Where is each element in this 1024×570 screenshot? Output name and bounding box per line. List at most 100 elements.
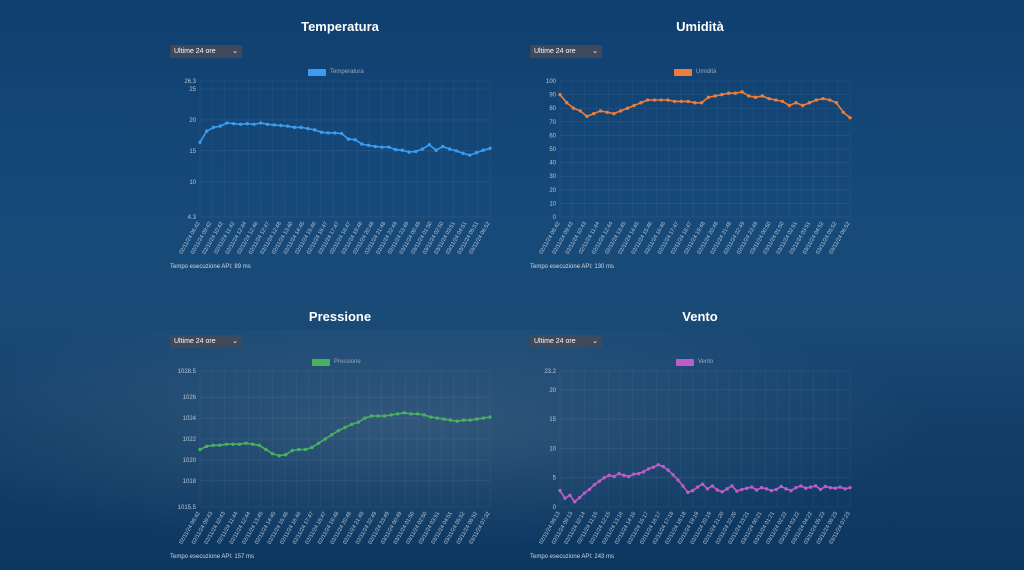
chevron-down-icon: ⌄ (232, 338, 238, 345)
data-point (198, 447, 202, 452)
data-point (747, 94, 751, 98)
data-point (774, 98, 778, 102)
y-tick-label: 25 (189, 87, 196, 93)
data-point (257, 443, 262, 447)
data-point (759, 485, 764, 490)
y-tick-label: 20 (549, 188, 556, 194)
data-point (353, 138, 357, 142)
time-range-select[interactable]: Ultime 24 ore ⌄ (530, 45, 602, 58)
data-point (285, 124, 290, 128)
data-point (270, 451, 275, 456)
data-point (205, 129, 209, 133)
data-point (706, 95, 711, 100)
data-point (735, 489, 739, 493)
data-point (740, 90, 744, 94)
data-point (843, 487, 847, 491)
data-point (360, 142, 364, 146)
humidity-panel: Umidità Ultime 24 ore ⌄ Umidità 0 10 20 30 40… (530, 19, 870, 279)
data-point (441, 144, 445, 149)
data-point (448, 418, 453, 422)
data-point (804, 486, 808, 490)
data-point (343, 425, 347, 430)
data-point (428, 415, 433, 419)
data-point (349, 422, 354, 427)
data-point (277, 454, 281, 458)
legend[interactable]: Temperatura (170, 69, 510, 77)
data-point (231, 442, 235, 446)
data-point (238, 122, 243, 126)
data-point (323, 437, 327, 441)
data-point (622, 473, 626, 478)
legend[interactable]: Umidità (530, 69, 870, 77)
data-point (316, 441, 321, 445)
data-point (834, 101, 839, 105)
data-point (558, 92, 562, 97)
data-point (279, 123, 283, 128)
data-point (468, 418, 472, 422)
data-point (681, 484, 685, 488)
data-point (587, 487, 592, 492)
time-range-select[interactable]: Ultime 24 ore ⌄ (170, 45, 242, 58)
data-point (244, 441, 248, 445)
data-point (693, 101, 697, 105)
time-range-select[interactable]: Ultime 24 ore ⌄ (170, 335, 242, 348)
legend[interactable]: Vento (530, 359, 870, 367)
data-point (475, 417, 479, 421)
data-point (607, 473, 611, 478)
time-range-select[interactable]: Ultime 24 ore ⌄ (530, 335, 602, 348)
data-point (571, 106, 576, 110)
select-value: Ultime 24 ore (174, 338, 216, 345)
data-point (488, 146, 492, 151)
data-point (272, 123, 276, 127)
y-tick-label: 20 (549, 388, 556, 394)
data-point (700, 482, 705, 486)
y-tick-label: 1022 (183, 437, 197, 443)
pressure-panel: Pressione Ultime 24 ore ⌄ Pressione 1015.… (170, 309, 510, 569)
data-point (461, 418, 466, 422)
data-point (224, 442, 229, 446)
data-point (695, 485, 700, 489)
data-point (828, 485, 833, 490)
data-point (602, 475, 606, 480)
data-point (645, 98, 650, 102)
chart-title: Vento (682, 309, 718, 324)
api-time: Tempo esecuzione API: 243 ms (530, 554, 615, 560)
legend[interactable]: Pressione (170, 359, 510, 367)
data-point (407, 150, 411, 154)
api-time: Tempo esecuzione API: 89 ms (170, 264, 251, 270)
chart-title: Temperatura (301, 19, 379, 34)
temperature-panel: Temperatura Ultime 24 ore ⌄ Temperatura 4… (170, 19, 510, 279)
y-tick-label: 5 (553, 476, 557, 482)
data-point (297, 447, 301, 452)
data-point (801, 103, 805, 108)
data-point (283, 452, 288, 457)
chevron-down-icon: ⌄ (592, 338, 598, 345)
data-point (366, 143, 371, 147)
data-point (679, 99, 684, 104)
data-point (312, 128, 317, 132)
data-point (319, 130, 324, 135)
data-point (211, 443, 215, 447)
data-point (753, 95, 758, 100)
data-point (251, 442, 255, 446)
y-tick-label: 1026 (183, 395, 197, 401)
data-point (641, 470, 646, 474)
data-point (454, 149, 458, 153)
data-point (252, 122, 256, 126)
data-point (730, 484, 734, 488)
data-point (726, 91, 731, 95)
data-point (780, 99, 785, 104)
data-point (455, 419, 459, 423)
data-point (558, 488, 562, 493)
y-tick-label: 40 (549, 161, 556, 167)
data-point (813, 484, 818, 488)
y-tick-label: 70 (549, 120, 556, 126)
data-point (346, 137, 351, 141)
data-point (447, 147, 452, 151)
data-point (754, 488, 759, 492)
y-tick-label: 30 (549, 174, 556, 180)
data-point (799, 484, 803, 488)
data-point (808, 485, 813, 489)
data-point (672, 99, 677, 104)
